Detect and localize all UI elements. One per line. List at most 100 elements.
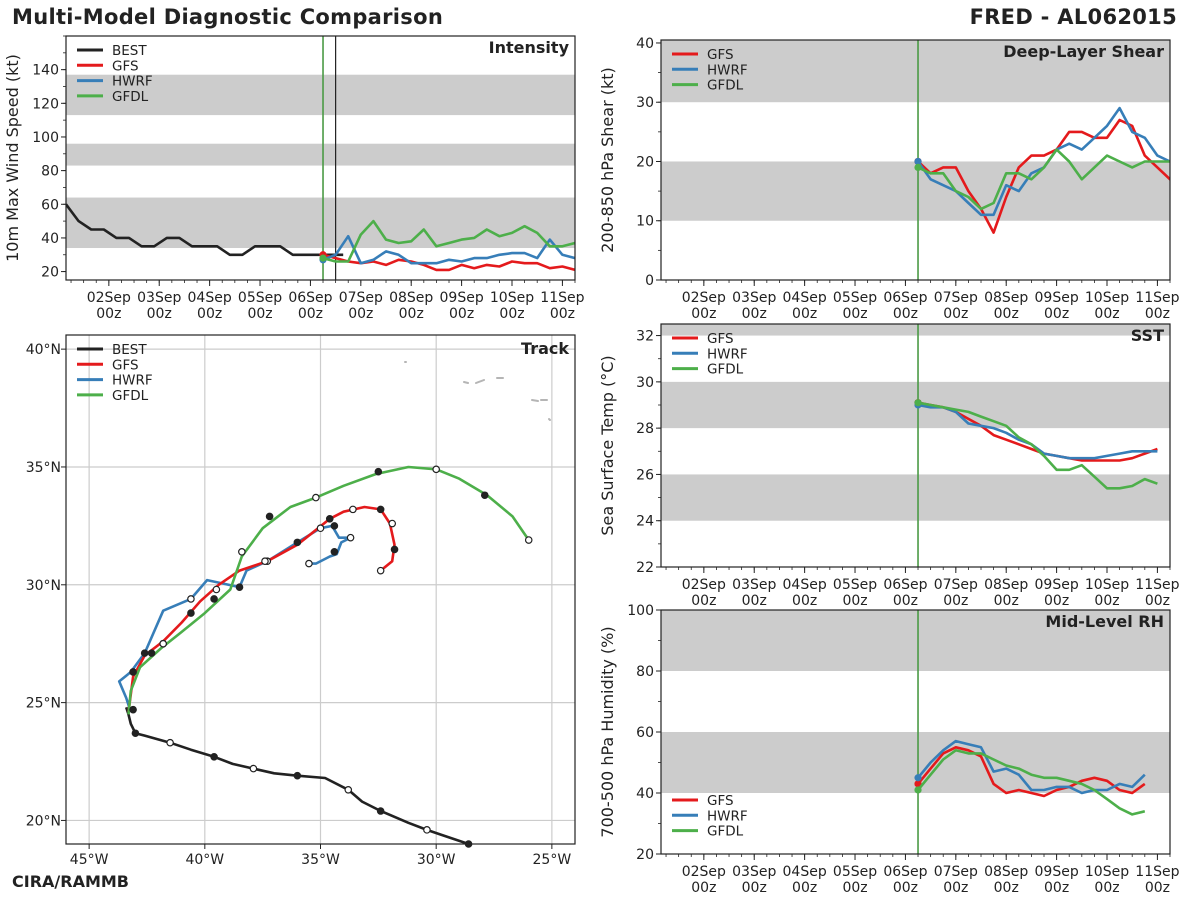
x-tick-label: 00z — [197, 306, 222, 322]
y-tick-label: 10 — [636, 214, 654, 230]
x-tick-label: 10Sep — [1085, 290, 1129, 306]
track-line-best — [124, 706, 474, 844]
x-tick-label: 00z — [792, 306, 817, 322]
y-tick-label: 28 — [636, 421, 654, 437]
y-tick-label: 20°N — [26, 813, 61, 829]
x-tick-label: 03Sep — [732, 864, 776, 880]
x-tick-label: 07Sep — [934, 577, 978, 593]
track-point-gfs — [261, 557, 269, 566]
init-point-gfdl — [914, 786, 922, 794]
y-tick-label: 100 — [32, 130, 59, 146]
track-point-gfdl — [480, 491, 489, 500]
track-point-gfs — [388, 519, 397, 528]
x-tick-label: 04Sep — [783, 577, 827, 593]
x-tick-label: 00z — [298, 306, 323, 322]
y-tick-label: 140 — [32, 63, 59, 79]
panel-title: Deep-Layer Shear — [1003, 42, 1164, 61]
x-tick-label: 09Sep — [1035, 290, 1079, 306]
x-tick-label: 25°W — [533, 852, 572, 868]
track-point-gfdl — [312, 493, 320, 502]
x-tick-label: 10Sep — [1085, 577, 1129, 593]
track-point-gfs — [390, 545, 399, 554]
x-tick-label: 02Sep — [682, 290, 726, 306]
x-tick-label: 08Sep — [984, 290, 1028, 306]
panel-title: Track — [521, 339, 569, 358]
track-point-gfdl — [129, 705, 137, 714]
y-tick-label: 40 — [41, 231, 59, 247]
x-tick-label: 09Sep — [1035, 577, 1079, 593]
init-point-gfs — [914, 780, 922, 788]
y-tick-label: 80 — [636, 664, 654, 680]
y-axis-label: Sea Surface Temp (°C) — [598, 355, 617, 535]
track-point-gfs — [349, 505, 357, 514]
track-point-gfs — [293, 538, 302, 547]
x-tick-label: 03Sep — [732, 577, 776, 593]
legend-label-hwrf: HWRF — [112, 74, 153, 90]
x-tick-label: 40°W — [185, 852, 224, 868]
track-point-hwrf — [330, 522, 339, 530]
series-line-hwrf — [322, 234, 575, 265]
y-tick-label: 60 — [41, 197, 59, 213]
x-tick-label: 00z — [1145, 306, 1170, 322]
track-point-hwrf — [346, 533, 355, 542]
shaded-band — [661, 324, 1170, 336]
x-tick-label: 00z — [994, 593, 1019, 609]
x-tick-label: 00z — [449, 306, 474, 322]
x-tick-label: 00z — [742, 593, 767, 609]
series-line-hwrf — [916, 739, 1146, 795]
plot-frame — [660, 39, 1171, 281]
series-line-gfdl — [917, 401, 1158, 490]
x-tick-label: 00z — [550, 306, 575, 322]
page-title: Multi-Model Diagnostic Comparison — [12, 5, 444, 29]
x-tick-label: 02Sep — [682, 864, 726, 880]
legend-label-hwrf: HWRF — [707, 808, 748, 824]
x-tick-label: 11Sep — [1135, 577, 1179, 593]
x-tick-label: 02Sep — [682, 577, 726, 593]
plot-frame — [65, 334, 576, 845]
y-tick-label: 32 — [636, 329, 654, 345]
x-tick-label: 00z — [994, 306, 1019, 322]
legend-label-gfdl: GFDL — [112, 89, 149, 105]
island-shape — [548, 418, 551, 421]
x-tick-label: 00z — [1145, 880, 1170, 896]
track-point-gfdl — [432, 465, 440, 474]
y-axis-label: 700-500 hPa Humidity (%) — [598, 626, 617, 837]
panel-track: 45°W 40°W 35°W 30°W 25°W 20°N 25°N 30°N 35°N 40°N… — [26, 334, 576, 868]
track-point-gfdl — [210, 595, 218, 603]
series-line-gfdl — [916, 748, 1146, 816]
x-tick-label: 00z — [1044, 306, 1069, 322]
plot-frame — [660, 323, 1171, 568]
x-tick-label: 04Sep — [188, 290, 232, 306]
track-point-best — [293, 771, 302, 780]
legend-label-gfs: GFS — [707, 793, 734, 809]
x-tick-label: 00z — [399, 306, 424, 322]
x-tick-label: 05Sep — [833, 864, 877, 880]
x-tick-label: 00z — [792, 880, 817, 896]
x-tick-label: 00z — [893, 880, 918, 896]
panel-rh: 2040608010002Sep00z03Sep00z04Sep00z05Sep… — [598, 603, 1180, 896]
track-point-hwrf — [305, 559, 313, 568]
x-tick-label: 00z — [1094, 306, 1119, 322]
legend-label-gfs: GFS — [112, 357, 139, 373]
x-tick-label: 09Sep — [1035, 864, 1079, 880]
track-point-best — [210, 753, 218, 761]
x-tick-label: 07Sep — [934, 290, 978, 306]
x-tick-label: 30°W — [417, 852, 456, 868]
track-point-gfdl — [265, 512, 274, 521]
y-tick-label: 24 — [636, 514, 654, 530]
track-point-best — [423, 826, 431, 834]
x-tick-label: 07Sep — [339, 290, 383, 306]
x-tick-label: 00z — [499, 306, 524, 322]
x-tick-label: 00z — [893, 593, 918, 609]
x-tick-label: 10Sep — [490, 290, 534, 306]
x-tick-label: 45°W — [70, 852, 109, 868]
x-tick-label: 00z — [742, 306, 767, 322]
legend-label-hwrf: HWRF — [707, 62, 748, 78]
track-point-gfdl — [238, 547, 246, 556]
track-point-best — [166, 738, 174, 747]
y-tick-label: 30 — [636, 95, 654, 111]
x-tick-label: 06Sep — [883, 290, 927, 306]
x-tick-label: 00z — [1094, 593, 1119, 609]
island-shape — [463, 381, 469, 384]
series-line-gfdl — [917, 148, 1170, 211]
